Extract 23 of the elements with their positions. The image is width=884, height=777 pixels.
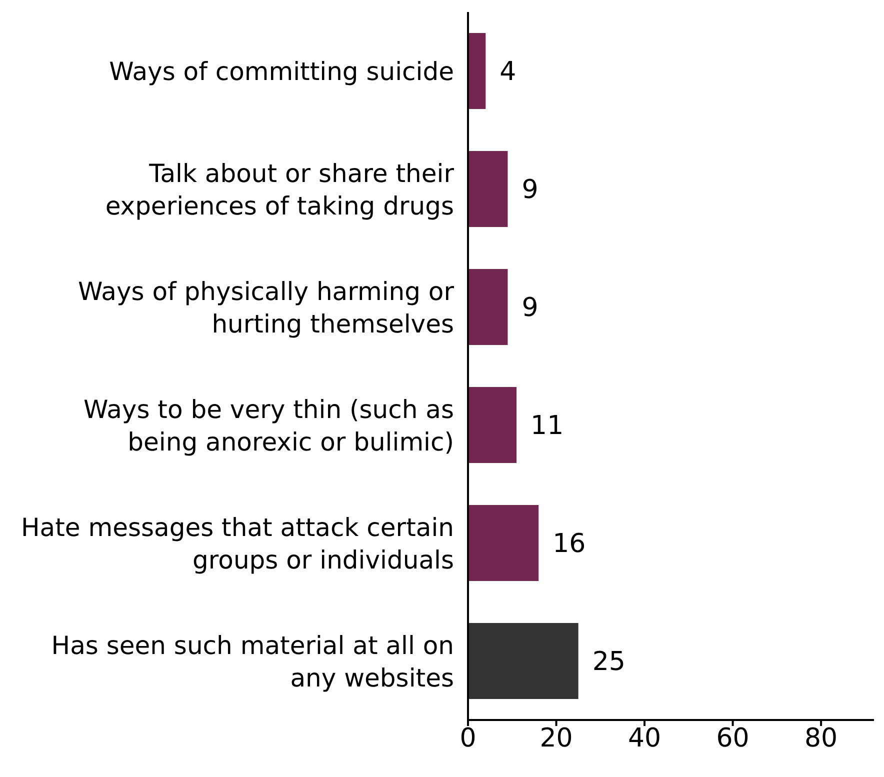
x-tick-label: 60 — [716, 723, 750, 754]
data-label: 4 — [500, 57, 516, 88]
x-tick-label: 20 — [540, 723, 573, 754]
y-tick-label: Hate messages that attack certain groups or individuals — [20, 512, 454, 574]
bar — [468, 151, 508, 227]
bar — [468, 269, 508, 345]
data-label: 16 — [552, 529, 586, 560]
y-tick-label: Talk about or share their experiences of taking drugs — [105, 158, 455, 220]
x-tick-label: 80 — [804, 723, 838, 754]
bar — [468, 33, 486, 109]
y-tick-label: Ways of committing suicide — [109, 56, 454, 86]
y-tick-label: Has seen such material at all on any websites — [51, 630, 454, 692]
data-label: 25 — [592, 647, 626, 678]
y-tick-label: Ways to be very thin (such as being anorexic or bulimic) — [83, 394, 454, 456]
bar — [468, 623, 578, 699]
x-tick-label: 0 — [460, 723, 476, 754]
bar — [468, 505, 539, 581]
data-label: 9 — [522, 293, 538, 324]
y-tick-label: Ways of physically harming or hurting themselves — [78, 276, 455, 338]
bar — [468, 387, 517, 463]
data-label: 9 — [522, 175, 538, 206]
x-tick-label: 40 — [628, 723, 662, 754]
data-label: 11 — [530, 411, 564, 442]
